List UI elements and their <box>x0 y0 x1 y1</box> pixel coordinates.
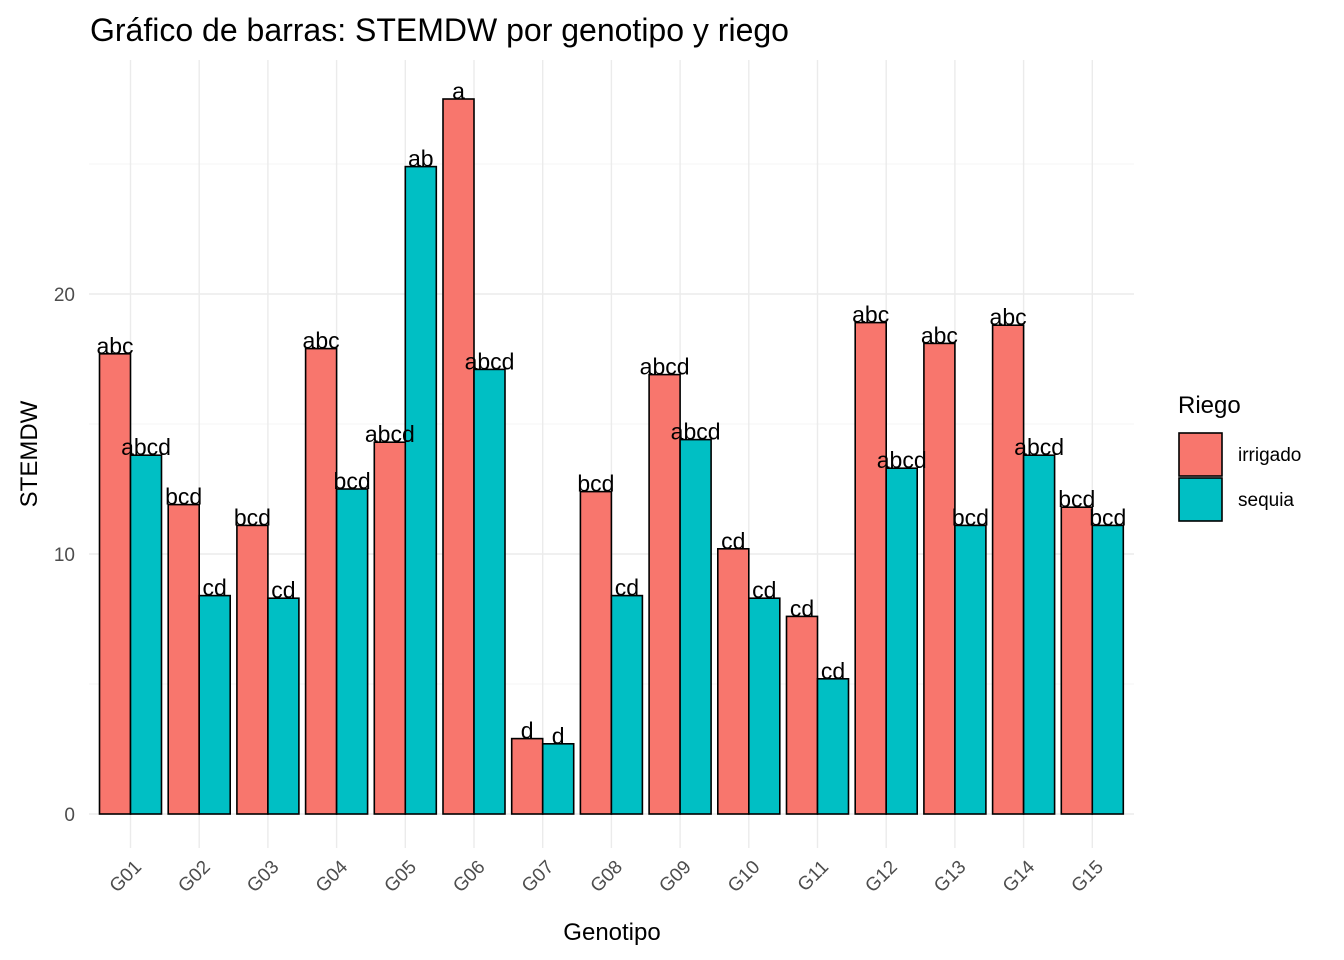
bar-label-irrigado-g12: abc <box>852 302 889 328</box>
x-tick-label-g01: G01 <box>106 857 146 897</box>
x-tick-label-g05: G05 <box>381 857 421 897</box>
bar-label-sequia-g14: abcd <box>1014 434 1064 460</box>
bar-irrigado-g11 <box>785 615 819 815</box>
x-tick-label-g15: G15 <box>1068 857 1108 897</box>
y-axis-ticks: 0 10 20 <box>54 285 75 826</box>
legend-title: Riego <box>1178 392 1241 419</box>
bar-label-irrigado-g13: abc <box>921 322 958 348</box>
x-tick-label-g06: G06 <box>449 857 489 897</box>
bar-sequia-g12 <box>885 467 919 815</box>
bar-label-irrigado-g06: a <box>452 78 465 104</box>
x-tick-label-g07: G07 <box>518 857 558 897</box>
bar-label-sequia-g07: d <box>552 723 565 749</box>
bar-irrigado-g06 <box>442 98 475 815</box>
bar-label-irrigado-g10: cd <box>721 528 745 554</box>
bar-label-irrigado-g15: bcd <box>1058 486 1095 512</box>
x-axis-ticks: G01 G02 G03 G04 G05 G06 G07 G08 G09 G10 G11 G12 G13 G… <box>106 856 1108 897</box>
x-tick-label-g08: G08 <box>587 857 627 897</box>
bar-label-sequia-g02: cd <box>203 575 227 601</box>
bar-label-sequia-g08: cd <box>615 575 639 601</box>
bar-irrigado-g14 <box>991 324 1025 815</box>
x-axis-title: Genotipo <box>563 919 660 946</box>
bar-sequia-g02 <box>198 594 231 815</box>
x-tick-label-g11: G11 <box>794 857 833 896</box>
bar-label-irrigado-g05: abcd <box>365 421 415 447</box>
legend-label-sequia: sequia <box>1238 490 1294 511</box>
bar-irrigado-g02 <box>167 503 200 815</box>
bar-irrigado-g04 <box>304 347 338 815</box>
bar-sequia-g10 <box>747 597 781 815</box>
bar-label-irrigado-g11: cd <box>790 595 814 621</box>
bar-label-irrigado-g07: d <box>521 718 534 744</box>
bar-sequia-g11 <box>816 677 850 815</box>
bar-irrigado-g08 <box>579 490 613 815</box>
bar-label-irrigado-g14: abc <box>990 304 1027 330</box>
bar-label-sequia-g05: ab <box>408 146 434 172</box>
x-tick-label-g02: G02 <box>174 857 214 897</box>
bar-label-sequia-g06: abcd <box>465 348 515 374</box>
bar-sequia-g08 <box>610 594 644 815</box>
bar-irrigado-g10 <box>716 547 750 815</box>
bar-label-sequia-g04: bcd <box>334 468 371 494</box>
x-tick-label-g03: G03 <box>243 857 283 897</box>
bar-irrigado-g01 <box>98 352 132 815</box>
bar-sequia-g03 <box>267 597 300 815</box>
bar-sequia-g05 <box>404 165 438 815</box>
bar-label-irrigado-g03: bcd <box>234 504 271 530</box>
bar-label-irrigado-g01: abc <box>96 333 133 359</box>
bar-irrigado-g05 <box>373 441 407 815</box>
bar-sequia-g07 <box>541 742 575 815</box>
bar-label-sequia-g01: abcd <box>121 434 171 460</box>
x-tick-label-g13: G13 <box>930 857 970 897</box>
bar-label-irrigado-g04: abc <box>303 328 340 354</box>
bar-sequia-g06 <box>473 368 506 815</box>
bar-irrigado-g03 <box>236 524 269 815</box>
bar-sequia-g04 <box>335 488 369 815</box>
chart-title: Gráfico de barras: STEMDW por genotipo y… <box>90 12 789 48</box>
bar-label-sequia-g11: cd <box>821 658 845 684</box>
bar-label-irrigado-g02: bcd <box>165 484 202 510</box>
x-tick-label-g10: G10 <box>724 857 764 897</box>
bar-labels: abc abcd bcd cd bcd cd abc bcd abcd ab a abcd d d bcd c… <box>96 78 1126 749</box>
y-tick-label: 10 <box>54 545 75 566</box>
bar-irrigado-g09 <box>648 373 681 815</box>
bar-label-sequia-g03: cd <box>271 577 295 603</box>
legend: Riego irrigado sequia <box>1178 392 1301 522</box>
bar-label-sequia-g10: cd <box>752 577 776 603</box>
bar-sequia-g15 <box>1091 524 1125 815</box>
x-tick-label-g14: G14 <box>999 856 1040 897</box>
bar-label-sequia-g15: bcd <box>1089 504 1126 530</box>
bar-label-sequia-g13: bcd <box>952 504 989 530</box>
x-tick-label-g04: G04 <box>312 856 353 897</box>
bars <box>98 98 1125 815</box>
legend-key-sequia <box>1178 477 1223 522</box>
bar-irrigado-g15 <box>1060 506 1094 815</box>
bar-label-irrigado-g08: bcd <box>577 471 614 497</box>
bar-irrigado-g12 <box>854 321 888 815</box>
legend-label-irrigado: irrigado <box>1238 445 1301 466</box>
bar-sequia-g13 <box>954 524 987 815</box>
x-tick-label-g12: G12 <box>861 857 901 897</box>
bar-sequia-g01 <box>129 454 163 815</box>
bar-label-irrigado-g09: abcd <box>640 354 690 380</box>
bar-label-sequia-g12: abcd <box>877 447 927 473</box>
legend-key-irrigado <box>1178 432 1223 477</box>
y-tick-label: 20 <box>54 285 75 306</box>
bar-sequia-g09 <box>679 438 712 815</box>
y-tick-label: 0 <box>64 805 75 826</box>
bar-label-sequia-g09: abcd <box>671 419 721 445</box>
bar-irrigado-g07 <box>510 737 544 815</box>
y-axis-title: STEMDW <box>16 400 43 507</box>
bar-sequia-g14 <box>1022 454 1056 815</box>
bar-irrigado-g13 <box>923 342 956 815</box>
x-tick-label-g09: G09 <box>655 857 695 897</box>
